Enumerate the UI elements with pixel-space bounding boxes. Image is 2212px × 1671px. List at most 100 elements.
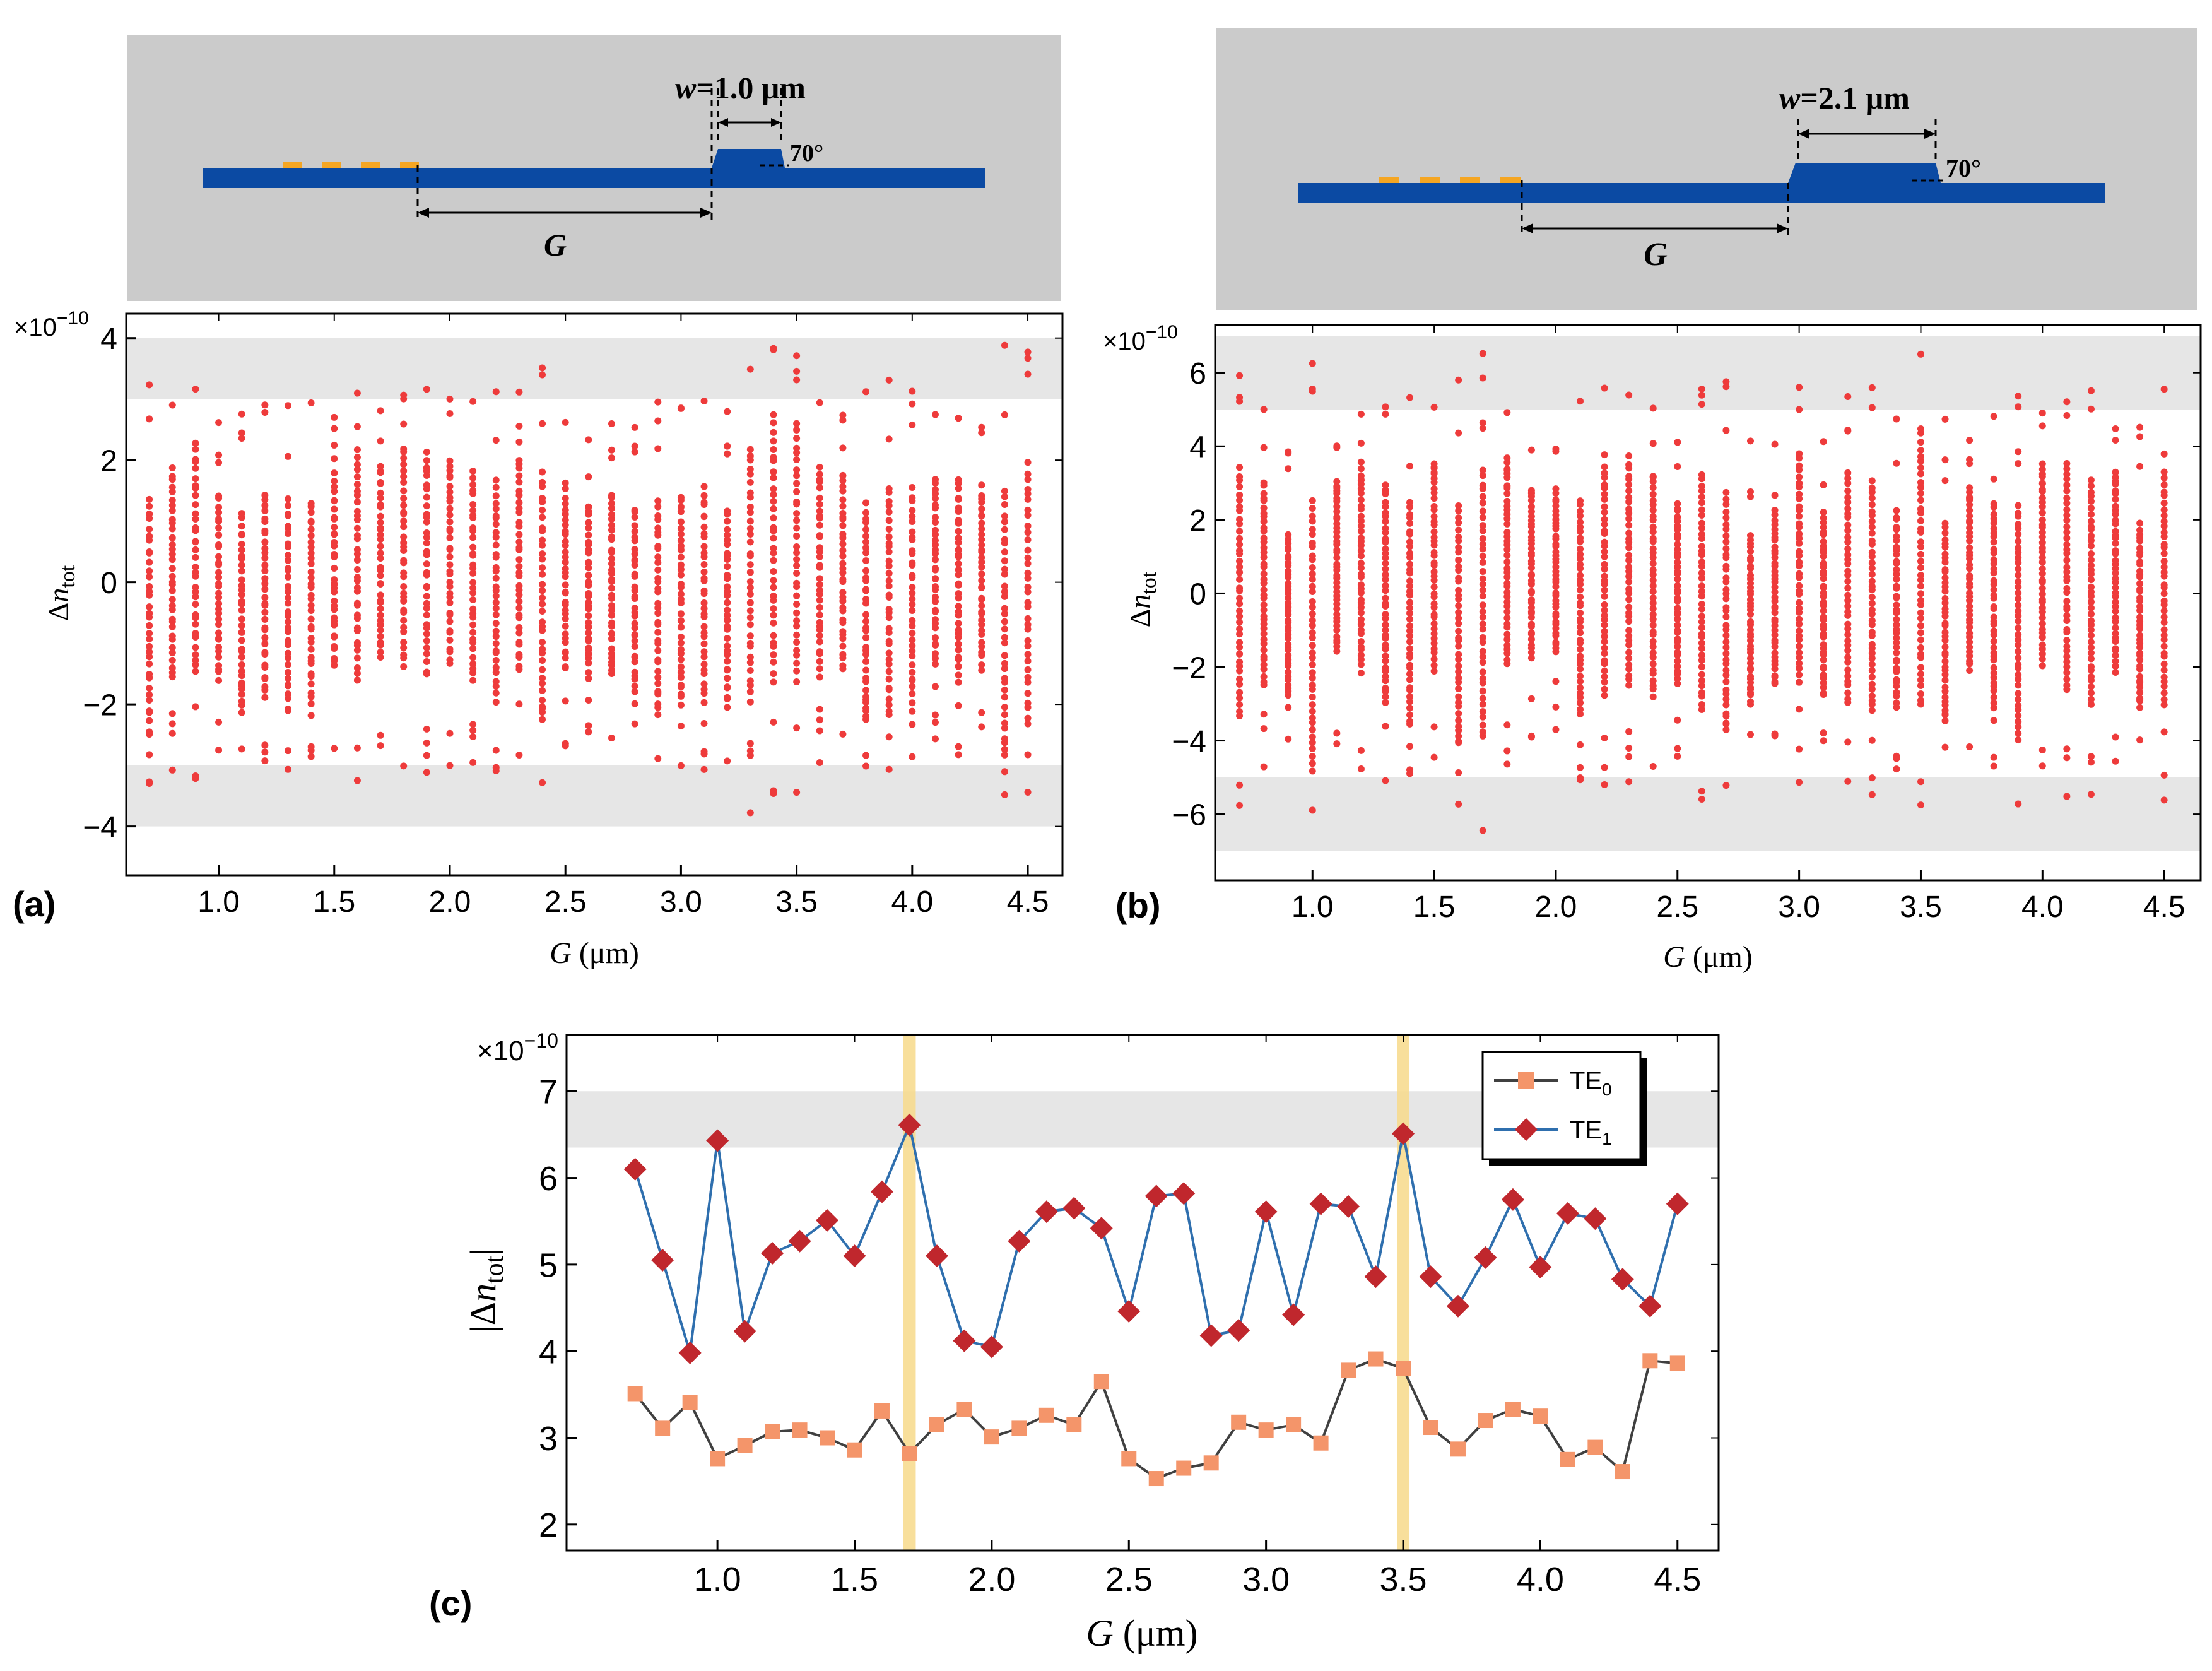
- scatter-point: [1868, 508, 1876, 516]
- marker-te1: [1556, 1202, 1579, 1225]
- scatter-point: [1601, 657, 1608, 664]
- scatter-point: [284, 649, 291, 657]
- scatter-point: [1430, 528, 1438, 536]
- scatter-point: [1893, 514, 1900, 521]
- scatter-point: [307, 623, 315, 630]
- y-tick-label: 6: [1189, 357, 1206, 391]
- scatter-point: [539, 536, 546, 544]
- scatter-point: [446, 488, 454, 496]
- scatter-point: [539, 779, 546, 786]
- scatter-point: [1479, 728, 1486, 736]
- scatter-point: [1893, 533, 1900, 540]
- scatter-point: [1698, 651, 1705, 659]
- scatter-point: [2063, 465, 2071, 473]
- scatter-point: [1406, 698, 1414, 706]
- scatter-point: [793, 639, 801, 646]
- scatter-point: [2063, 494, 2071, 502]
- scatter-point: [1455, 668, 1462, 676]
- scatter-point: [978, 723, 985, 731]
- scatter-point: [608, 566, 615, 574]
- scatter-point: [562, 630, 569, 638]
- scatter-point: [562, 598, 569, 606]
- x-tick-label: 4.0: [1517, 1561, 1564, 1598]
- scatter-point: [885, 577, 893, 584]
- scatter-point: [2112, 468, 2119, 476]
- scatter-point: [423, 529, 430, 537]
- scatter-point: [585, 722, 592, 729]
- scatter-point: [839, 546, 847, 554]
- scatter-point: [816, 476, 823, 483]
- scatter-point: [1430, 518, 1438, 526]
- scatter-point: [1309, 526, 1316, 533]
- scatter-point: [515, 538, 523, 546]
- scatter-point: [1625, 487, 1633, 495]
- scatter-point: [1722, 562, 1730, 570]
- scatter-point: [1382, 487, 1389, 494]
- x-tick-label: 1.0: [197, 885, 240, 919]
- scatter-point: [446, 618, 454, 625]
- scatter-point: [1001, 493, 1008, 500]
- scatter-point: [1844, 521, 1852, 529]
- marker-te1: [980, 1335, 1003, 1359]
- scatter-point: [215, 629, 223, 637]
- scatter-point: [862, 624, 870, 632]
- scatter-point: [1357, 472, 1365, 480]
- scatter-point: [1966, 743, 1974, 750]
- scatter-point: [2112, 502, 2119, 510]
- scatter-point: [1796, 450, 1803, 458]
- scatter-point: [1893, 634, 1900, 642]
- scatter-point: [1917, 479, 1924, 487]
- scatter-point: [2160, 728, 2168, 736]
- scatter-point: [284, 523, 291, 530]
- scatter-point: [1917, 664, 1924, 671]
- scatter-point: [1260, 646, 1268, 654]
- scatter-point: [1236, 569, 1244, 576]
- scatter-point: [1260, 479, 1268, 487]
- scatter-point: [400, 639, 408, 646]
- scatter-point: [700, 568, 708, 576]
- scatter-point: [1966, 524, 1974, 532]
- scatter-point: [816, 399, 823, 406]
- scatter-point: [770, 505, 777, 512]
- scatter-point: [2063, 625, 2071, 633]
- scatter-point: [1746, 683, 1754, 691]
- scatter-point: [1698, 471, 1705, 478]
- scatter-point: [1649, 566, 1657, 574]
- scatter-point: [2136, 567, 2144, 575]
- scatter-point: [1260, 576, 1268, 583]
- scatter-point: [1844, 597, 1852, 605]
- scatter-point: [793, 517, 801, 524]
- marker-te0: [1396, 1361, 1411, 1376]
- scatter-point: [1024, 621, 1032, 629]
- marker-te1: [623, 1157, 647, 1181]
- scatter-point: [931, 660, 939, 668]
- scatter-point: [1309, 649, 1316, 657]
- x-tick-label: 3.0: [660, 885, 702, 919]
- scatter-point: [1820, 582, 1827, 590]
- scatter-point: [1796, 632, 1803, 640]
- scatter-point: [1236, 630, 1244, 638]
- scatter-point: [1024, 355, 1032, 362]
- scatter-point: [2087, 488, 2095, 496]
- scatter-point: [1527, 545, 1535, 552]
- scatter-point: [1430, 630, 1438, 637]
- scatter-point: [2112, 425, 2119, 432]
- x-tick-label: 2.5: [544, 885, 587, 919]
- scatter-point: [1001, 618, 1008, 625]
- scatter-point: [238, 615, 245, 623]
- scatter-point: [862, 611, 870, 618]
- scatter-point: [1260, 495, 1268, 502]
- scatter-point: [955, 546, 962, 553]
- y-axis-label-b: Δntot: [1124, 571, 1161, 627]
- scatter-point: [1001, 704, 1008, 711]
- scatter-point: [839, 552, 847, 560]
- marker-te0: [1148, 1471, 1164, 1487]
- marker-te0: [682, 1395, 698, 1410]
- scatter-point: [446, 545, 454, 552]
- scatter-point: [492, 551, 500, 558]
- scatter-point: [1503, 490, 1511, 497]
- scatter-point: [1649, 484, 1657, 492]
- scatter-point: [377, 632, 384, 640]
- scatter-point: [585, 589, 592, 597]
- scatter-point: [978, 564, 985, 571]
